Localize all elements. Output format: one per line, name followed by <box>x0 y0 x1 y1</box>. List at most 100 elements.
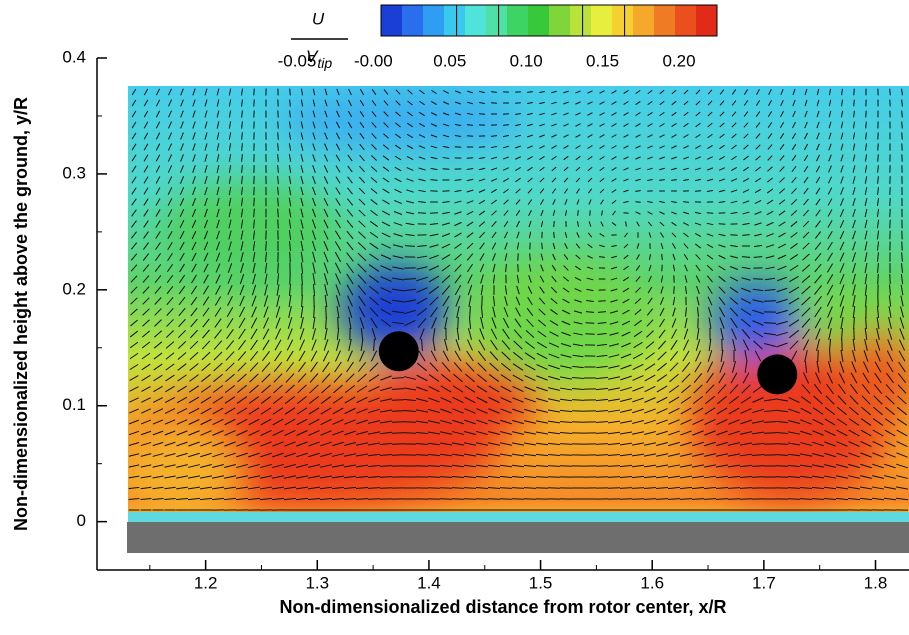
colorbar-cell <box>591 5 613 36</box>
x-axis-label: Non-dimensionalized distance from rotor … <box>279 597 726 617</box>
vector <box>491 136 497 137</box>
colorbar-cell <box>633 5 655 36</box>
vector <box>554 232 555 238</box>
colorbar-numerator: U <box>312 9 325 28</box>
vector <box>524 488 536 489</box>
vector <box>464 499 476 500</box>
vector <box>290 252 291 262</box>
vector <box>776 466 788 467</box>
vector <box>254 209 255 218</box>
vector <box>674 286 675 294</box>
colorbar-cell <box>423 5 445 36</box>
vector <box>314 306 315 318</box>
colorbar-cell <box>507 5 529 36</box>
vector <box>716 499 728 500</box>
colorbar-cell <box>381 5 403 36</box>
vector <box>608 488 620 489</box>
vector <box>536 488 548 489</box>
vector <box>878 274 879 284</box>
colorbar-tick-label: -0.05 <box>278 51 317 70</box>
colorbar-cell <box>570 5 592 36</box>
vector <box>290 89 291 96</box>
y-tick-label: 0.4 <box>62 47 86 66</box>
vector <box>440 488 452 489</box>
vector <box>278 121 279 128</box>
vector <box>254 198 255 207</box>
denominator-subscript: tip <box>317 55 332 71</box>
vector <box>530 253 531 260</box>
vector <box>356 499 368 500</box>
vector <box>578 210 579 216</box>
vector <box>392 389 404 390</box>
vector <box>392 411 404 412</box>
vector <box>878 143 879 150</box>
colorbar-tick-label: 0.05 <box>433 51 466 70</box>
vector <box>878 154 879 161</box>
vector <box>254 99 255 106</box>
vector <box>392 433 404 434</box>
colorbar-tick-label: -0.00 <box>354 51 393 70</box>
vector <box>902 252 903 261</box>
vector <box>470 306 471 318</box>
vector <box>742 235 749 236</box>
vector <box>548 477 560 478</box>
y-tick-label: 0.3 <box>62 163 86 182</box>
vector <box>572 400 584 401</box>
vector <box>418 213 426 214</box>
colorbar-cell <box>402 5 424 36</box>
vector <box>740 488 752 489</box>
vector <box>902 121 903 128</box>
vector <box>866 317 867 329</box>
colorbar-tick-label: 0.10 <box>510 51 543 70</box>
vector <box>800 499 812 500</box>
vector <box>512 499 524 500</box>
vector <box>854 317 855 329</box>
vector <box>278 209 279 218</box>
vector <box>572 411 584 412</box>
colorbar-cell <box>696 5 718 36</box>
vector <box>404 422 416 423</box>
x-tick-label: 1.4 <box>417 573 441 592</box>
y-tick-label: 0.1 <box>62 395 86 414</box>
vector <box>753 279 763 280</box>
vector <box>380 477 392 478</box>
colorbar-cell <box>612 5 634 36</box>
colorbar-tick-label: 0.20 <box>662 51 695 70</box>
vector <box>479 114 485 115</box>
vector <box>776 455 788 456</box>
vector <box>890 89 891 96</box>
vector <box>788 488 800 489</box>
vector <box>662 254 663 260</box>
vector <box>596 455 608 456</box>
x-tick-label: 1.5 <box>529 573 553 592</box>
vector <box>596 466 608 467</box>
vector <box>902 111 903 118</box>
y-tick-label: 0.2 <box>62 279 86 298</box>
vector <box>683 202 689 203</box>
colorbar-cell <box>528 5 550 36</box>
vector <box>515 103 521 104</box>
vector <box>742 257 750 258</box>
vector <box>866 122 867 129</box>
vector <box>392 400 404 401</box>
vector <box>719 224 726 225</box>
colorbar-cell <box>549 5 571 36</box>
vortex-core <box>379 331 419 371</box>
x-tick-label: 1.6 <box>640 573 664 592</box>
vortex-core <box>757 354 797 394</box>
vector <box>586 323 595 324</box>
vector <box>752 466 764 467</box>
vector <box>428 477 440 478</box>
vector <box>278 219 279 228</box>
colorbar-cell <box>486 5 508 36</box>
vector <box>278 132 279 139</box>
vector <box>254 89 255 96</box>
vector <box>476 499 488 500</box>
ground <box>127 522 909 553</box>
vector <box>542 243 543 250</box>
vector <box>560 455 572 456</box>
vector <box>554 221 555 227</box>
vector <box>818 350 819 362</box>
